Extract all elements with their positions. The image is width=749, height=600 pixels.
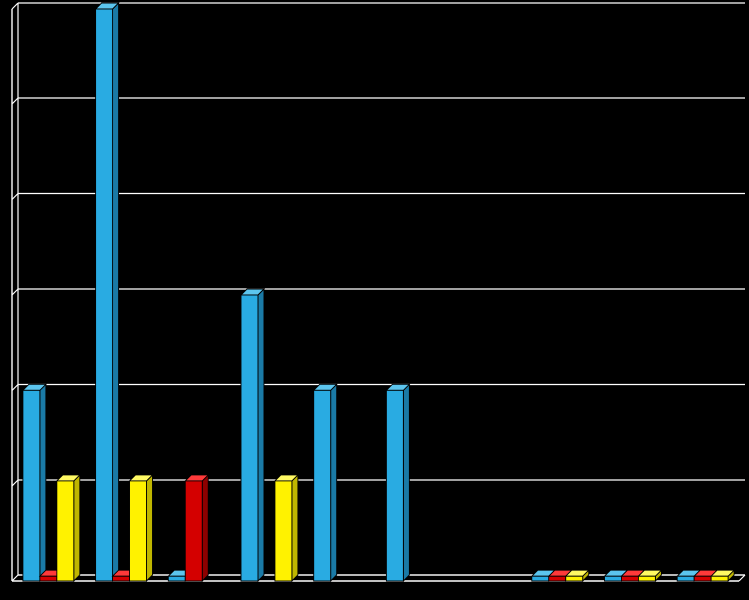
bar-yellow-1 — [130, 475, 153, 581]
bar-blue-1 — [96, 3, 119, 581]
bar-chart-3d — [0, 0, 749, 600]
bar-red-2 — [185, 475, 208, 581]
bar-blue-3 — [241, 289, 264, 581]
bar-blue-0 — [23, 384, 46, 581]
bar-blue-5 — [386, 384, 409, 581]
bar-blue-4 — [314, 384, 337, 581]
bar-yellow-0 — [57, 475, 80, 581]
bar-yellow-3 — [275, 475, 298, 581]
